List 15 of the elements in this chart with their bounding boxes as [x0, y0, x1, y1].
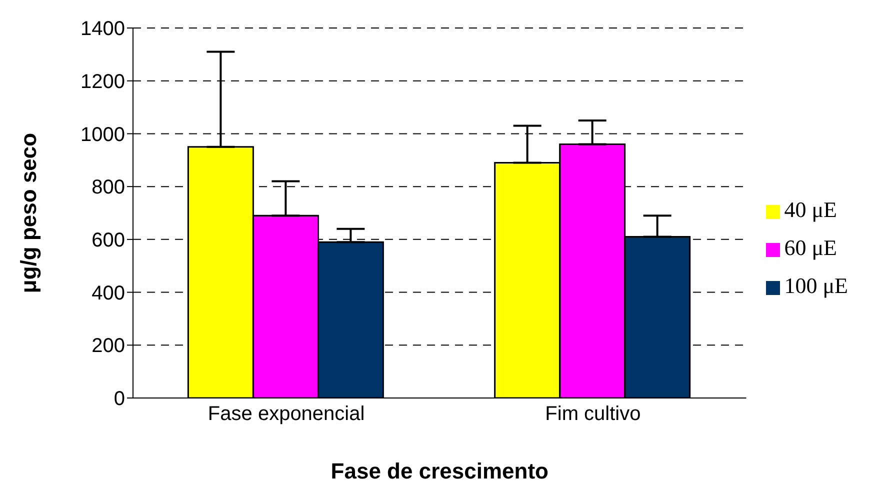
y-axis-title: μg/g peso seco — [16, 132, 41, 294]
y-tick-label: 800 — [92, 176, 125, 199]
y-tick-label: 200 — [92, 335, 125, 358]
legend-label: 40 μE — [784, 197, 837, 222]
x-tick-label: Fase exponencial — [208, 403, 365, 426]
y-tick-label: 1000 — [80, 124, 125, 146]
legend-label: 60 μE — [784, 235, 837, 260]
y-tick-label: 0 — [114, 388, 125, 410]
x-tick-label: Fim cultivo — [545, 403, 641, 426]
y-tick-label: 600 — [92, 230, 125, 252]
y-tick-label: 1400 — [80, 18, 125, 40]
y-tick-label: 1200 — [80, 70, 125, 93]
legend-label: 100 μE — [784, 273, 848, 298]
y-tick-label: 400 — [92, 282, 125, 304]
x-axis-title: Fase de crescimento — [330, 458, 548, 484]
